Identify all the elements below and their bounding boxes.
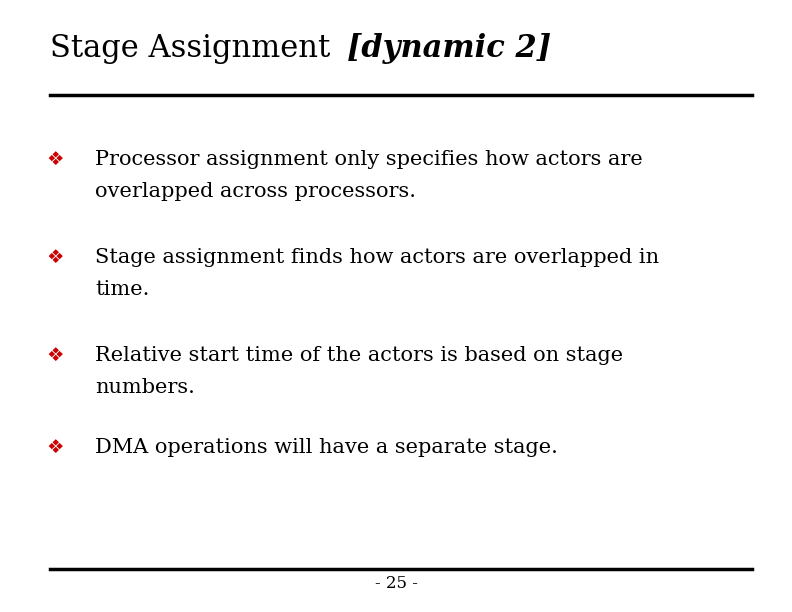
Text: Stage assignment finds how actors are overlapped in: Stage assignment finds how actors are ov… xyxy=(95,248,659,267)
Text: - 25 -: - 25 - xyxy=(375,575,417,592)
Text: ❖: ❖ xyxy=(47,248,64,267)
Text: ❖: ❖ xyxy=(47,150,64,169)
Text: time.: time. xyxy=(95,280,150,299)
Text: overlapped across processors.: overlapped across processors. xyxy=(95,182,416,201)
Text: DMA operations will have a separate stage.: DMA operations will have a separate stag… xyxy=(95,438,558,457)
Text: Relative start time of the actors is based on stage: Relative start time of the actors is bas… xyxy=(95,346,623,365)
Text: ❖: ❖ xyxy=(47,346,64,365)
Text: ❖: ❖ xyxy=(47,438,64,457)
Text: Processor assignment only specifies how actors are: Processor assignment only specifies how … xyxy=(95,150,643,169)
Text: Stage Assignment: Stage Assignment xyxy=(50,33,340,64)
Text: numbers.: numbers. xyxy=(95,378,195,397)
Text: [dynamic 2]: [dynamic 2] xyxy=(347,33,551,64)
